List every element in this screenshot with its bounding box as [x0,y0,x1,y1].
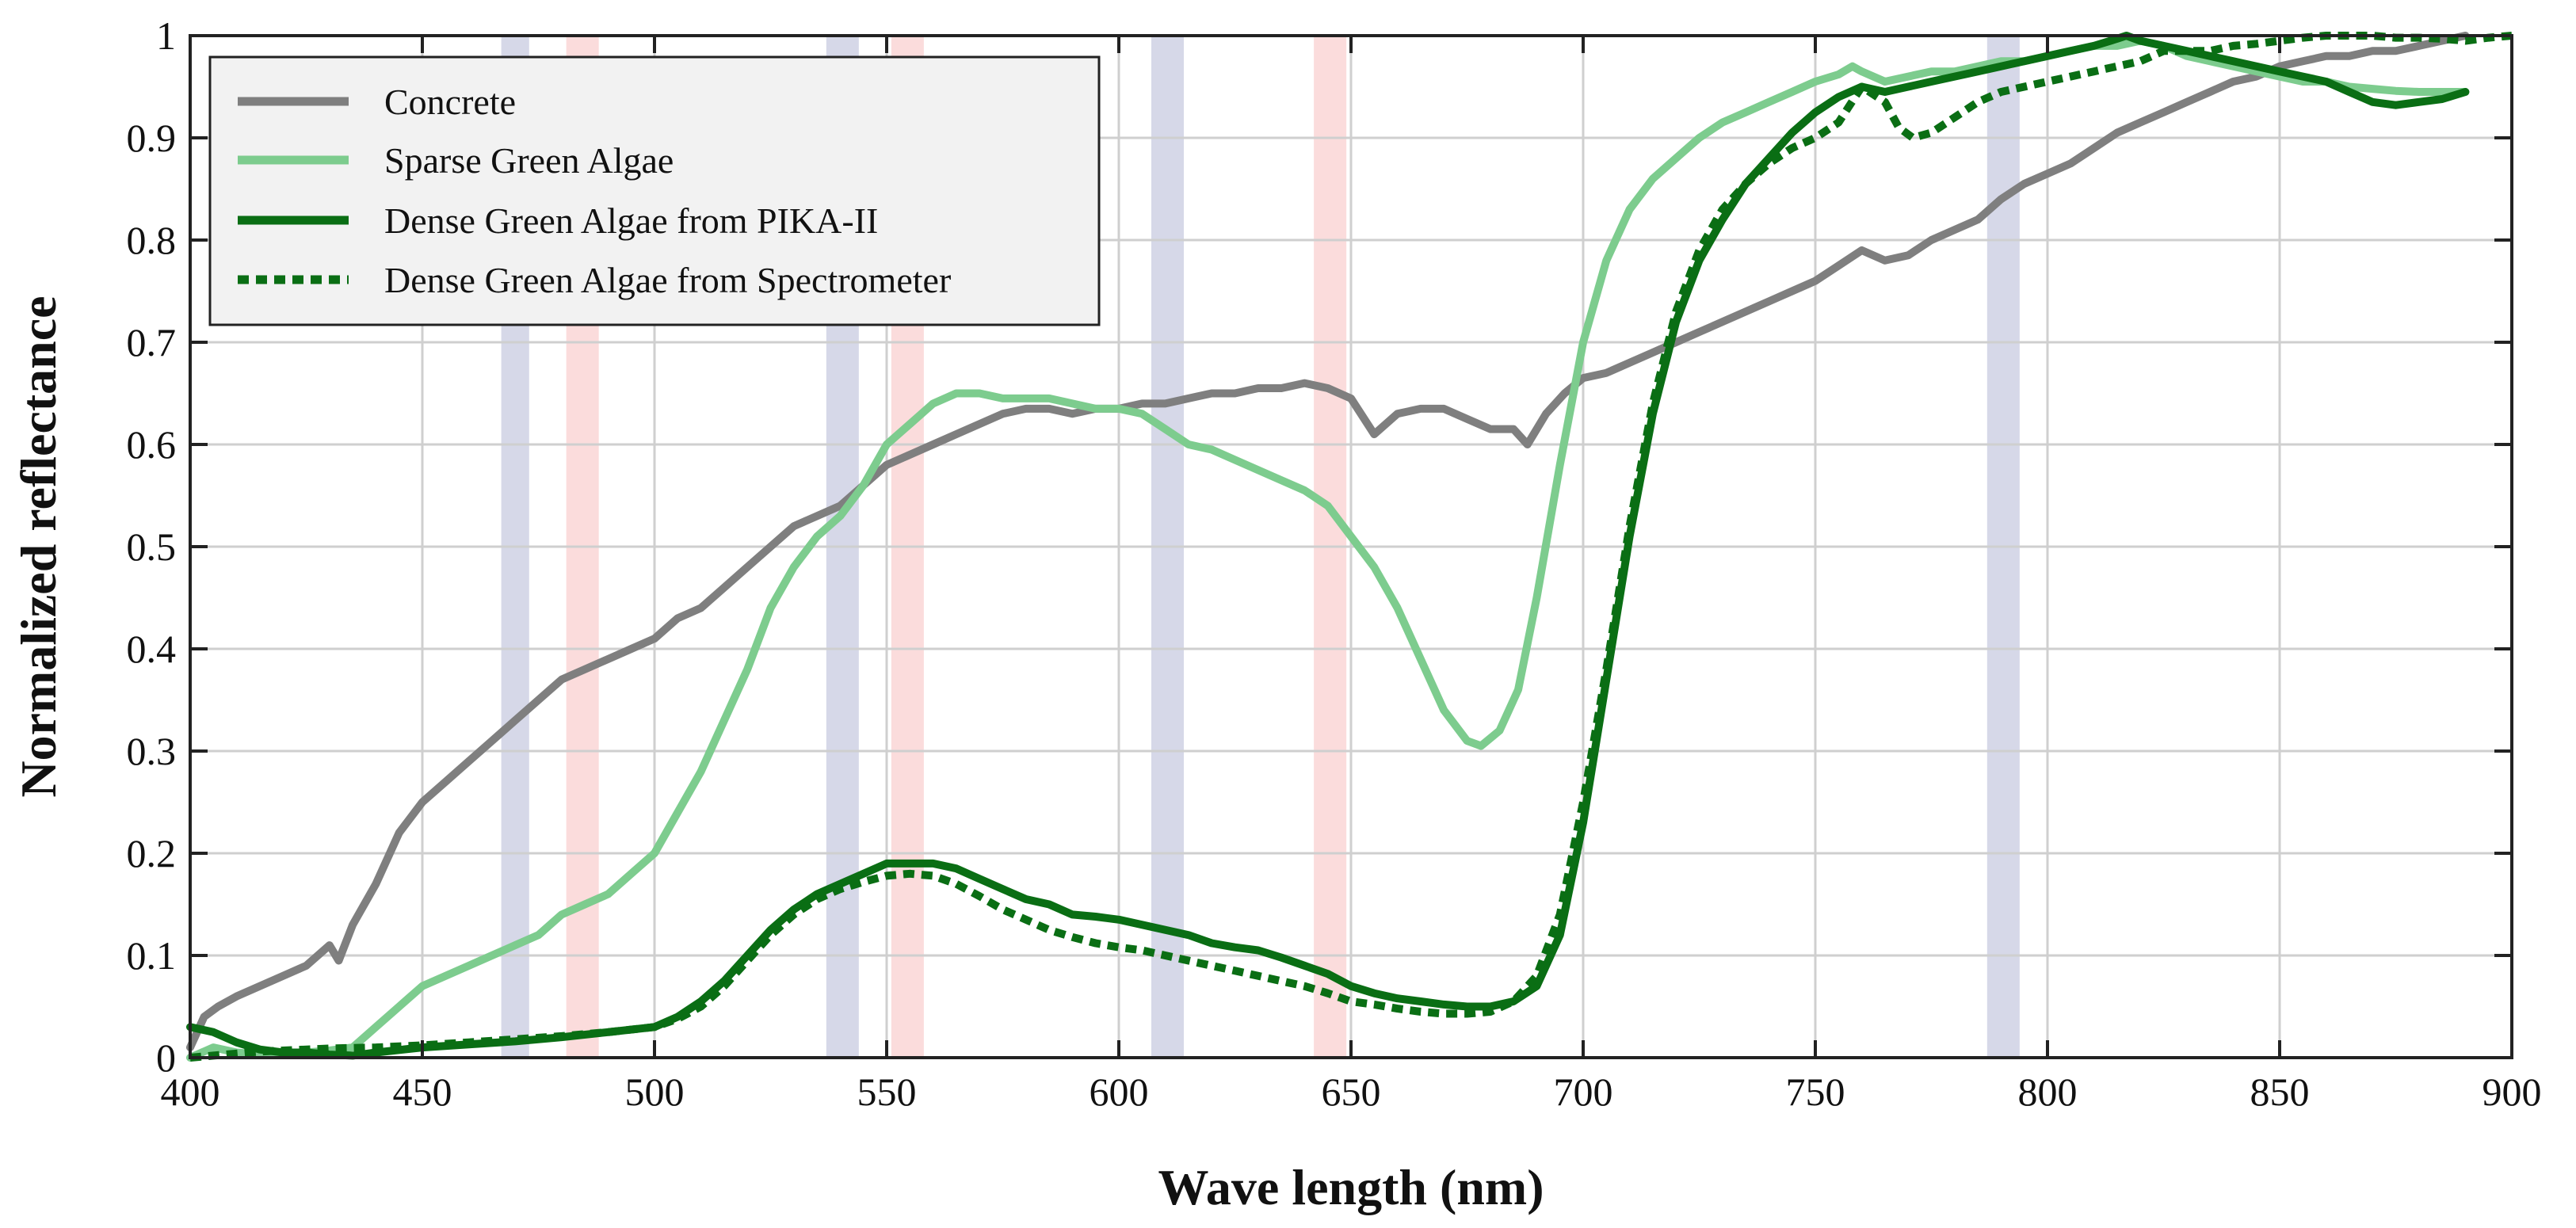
legend-label-sparse-green-algae: Sparse Green Algae [384,140,674,181]
series-line-3 [189,32,2513,1062]
y-tick-label-1: 0.1 [127,933,177,978]
legend-label-dense-pika: Dense Green Algae from PIKA-II [384,200,878,241]
x-tick-label-850: 850 [2250,1070,2310,1114]
y-axis-title: Normalized reflectance [10,296,67,797]
y-tick-label-3: 0.3 [127,729,177,773]
x-tick-label-700: 700 [1554,1070,1613,1114]
y-tick-label-8: 0.8 [127,218,177,262]
legend-label-dense-spectrometer: Dense Green Algae from Spectrometer [384,260,951,300]
legend-box [208,55,1101,326]
y-tick-label-0: 0 [156,1035,176,1080]
x-tick-label-800: 800 [2018,1070,2078,1114]
series-line-0 [186,32,2470,1052]
x-tick-label-750: 750 [1786,1070,1845,1114]
y-tick-label-6: 0.6 [127,422,177,467]
y-tick-label-5: 0.5 [127,524,177,569]
legend-label-concrete: Concrete [384,82,516,122]
y-tick-label-9: 0.9 [127,116,177,160]
legend: Concrete Sparse Green Algae Dense Green … [208,55,1101,326]
y-tick-label-2: 0.2 [127,831,177,875]
x-tick-label-650: 650 [1322,1070,1381,1114]
x-axis-title: Wave length (nm) [1158,1159,1544,1215]
x-tick-label-400: 400 [161,1070,220,1114]
x-tick-label-900: 900 [2483,1070,2542,1114]
x-tick-labels: 400 450 500 550 600 650 700 750 800 850 900 [161,1070,2542,1114]
x-tick-label-500: 500 [625,1070,685,1114]
x-tick-label-450: 450 [393,1070,452,1114]
y-tick-label-10: 1 [156,13,176,58]
y-tick-label-7: 0.7 [127,320,177,364]
x-tick-label-550: 550 [857,1070,917,1114]
x-tick-label-600: 600 [1090,1070,1149,1114]
axis-ticks [189,34,2513,1059]
y-tick-label-4: 0.4 [127,627,177,671]
y-tick-labels: 0 0.1 0.2 0.3 0.4 0.5 0.6 0.7 0.8 0.9 1 [127,13,177,1080]
